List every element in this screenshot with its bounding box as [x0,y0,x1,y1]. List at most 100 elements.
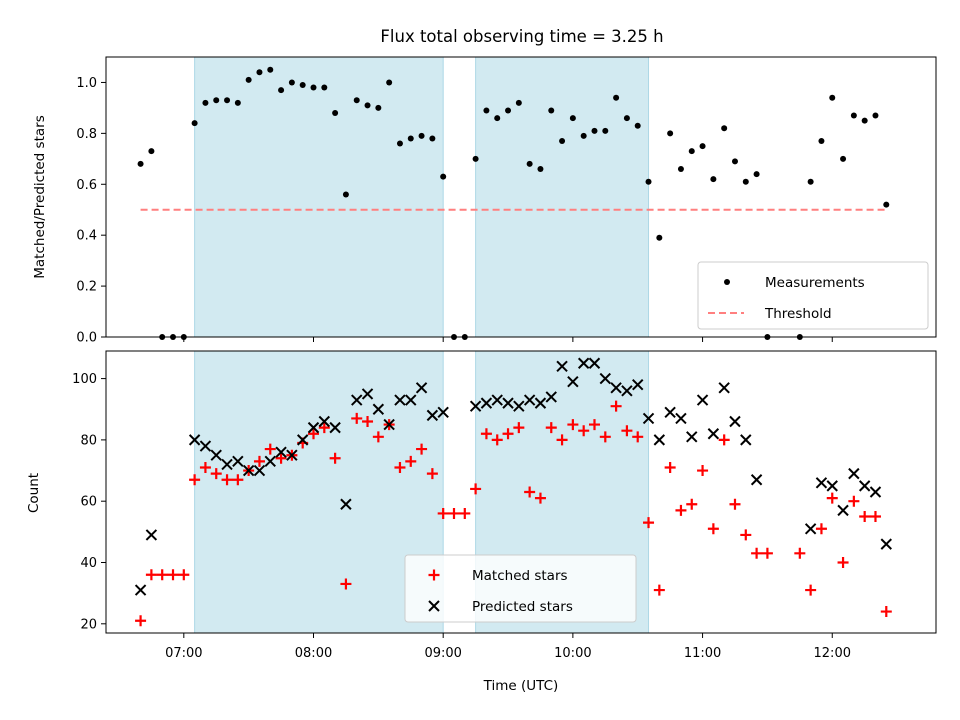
predicted-star-point [545,391,557,403]
matched-star-point [578,425,590,437]
matched-star-point [632,431,644,443]
top-axes-frame [105,56,937,338]
matched-star-point [394,461,406,473]
matched-star-point [437,507,449,519]
measurement-point [407,135,414,142]
measurement-point [861,117,868,124]
predicted-star-point [383,418,395,431]
legend-label: Matched stars [472,568,568,584]
predicted-star-point [340,498,352,510]
matched-star-point [837,557,849,568]
predicted-star-point [577,357,590,369]
measurement-point [559,138,566,144]
predicted-star-point [523,394,536,406]
measurement-point [321,84,328,91]
matched-star-point [253,455,265,467]
predicted-star-point [837,504,849,517]
x-axis-label: Time (UTC) [483,678,559,694]
matched-star-point [308,428,319,440]
matched-star-point [664,461,676,473]
measurement-point [526,160,533,167]
bottom-y-tick-label: 80 [80,433,97,448]
measurement-point [742,178,749,185]
top-legend: Measurements Threshold [697,261,929,330]
predicted-star-point [134,584,147,596]
predicted-star-point [253,464,266,477]
measurement-point [386,79,393,86]
predicted-star-point [415,382,428,394]
matched-star-point [405,455,417,467]
measurement-point [840,155,847,162]
matched-star-point [848,495,860,507]
predicted-star-point [145,529,158,541]
predicted-star-point [599,372,612,385]
predicted-star-point [826,480,838,492]
measurement-point [278,87,285,94]
predicted-star-point [405,394,417,406]
matched-star-point [718,434,730,446]
bottom-legend-box [404,554,637,623]
matched-star-point [556,434,568,446]
matched-star-point [318,422,330,434]
matched-star-point [167,569,179,581]
matched-star-point [470,483,482,495]
x-tick-label: 07:00 [165,646,202,661]
predicted-star-point [588,357,601,369]
measurement-point [364,102,371,109]
measurement-point [677,166,684,172]
measurement-point [256,69,263,76]
matched-star-point [794,547,806,559]
predicted-star-point [232,455,244,468]
predicted-star-point [675,412,687,425]
predicted-star-point [264,455,276,468]
x-tick-label: 11:00 [684,646,721,661]
top-shaded-interval [194,56,444,338]
predicted-star-point [740,434,752,446]
matched-star-point [480,428,492,440]
matched-star-point [859,511,871,523]
matched-star-point [156,569,168,581]
bottom-y-tick-label: 20 [80,617,97,632]
measurement-point [375,104,382,111]
matched-star-point [426,468,438,480]
predicted-star-point [513,400,525,412]
matched-star-point [351,412,363,424]
matched-star-point [210,468,222,480]
measurement-point [613,94,620,101]
legend-label: Measurements [765,275,865,291]
measurement-point [515,99,522,106]
measurement-point [699,143,706,150]
measurement-point [569,115,576,122]
matched-star-point [221,474,233,486]
predicted-star-point [848,467,860,480]
measurement-point [234,99,241,106]
measurement-point [472,155,479,162]
measurement-point [418,132,425,139]
predicted-star-point [880,538,892,550]
matched-star-point [189,474,201,486]
measurement-point [494,115,501,122]
matched-star-point [459,507,471,519]
measurement-point [148,148,155,155]
measurement-point [137,160,144,167]
measurement-point [591,127,598,134]
top-y-tick-label: 0.4 [76,229,97,244]
measurement-point [731,158,738,165]
measurement-point [721,125,728,132]
predicted-star-point [394,394,406,406]
matched-star-point [264,443,276,455]
bottom-legend: Matched stars Predicted stars [404,554,637,623]
predicted-star-point [307,421,320,434]
predicted-star-point [329,421,341,434]
plot-layer: 0.0 0.2 0.4 0.6 0.8 1.0 Measurements Threshold 2… [72,56,937,661]
measurement-point [245,76,252,83]
predicted-star-point [351,394,363,406]
predicted-star-point [491,394,503,406]
matched-star-point [740,529,752,541]
predicted-star-point [858,480,871,492]
matched-star-point [729,498,741,510]
matched-star-point [805,584,817,596]
top-shaded-interval [475,56,650,338]
x-tick-label: 10:00 [554,646,591,661]
bottom-y-axis-label: Count [26,473,42,513]
